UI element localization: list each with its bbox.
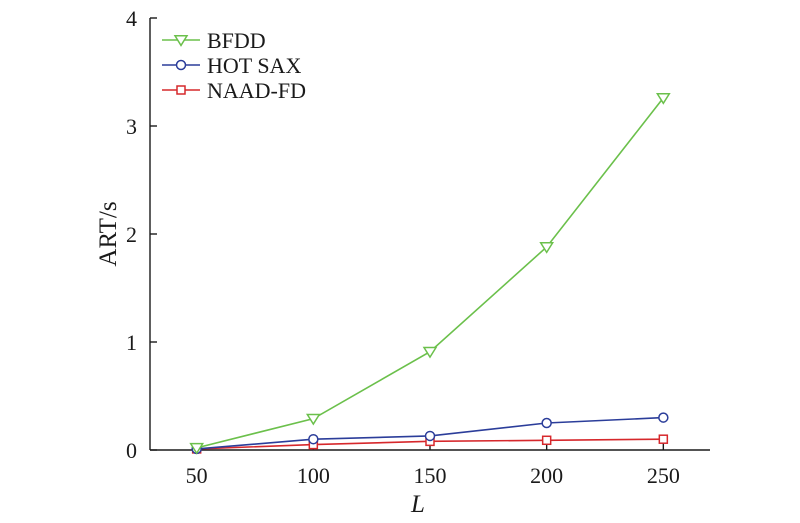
data-point: [541, 435, 552, 446]
legend-item: NAAD-FD: [162, 78, 306, 103]
legend-label: BFDD: [207, 28, 266, 53]
legend-marker: [173, 35, 189, 47]
data-point: [541, 417, 552, 429]
series-bfdd: [189, 92, 671, 455]
legend-item: HOT SAX: [162, 53, 301, 78]
x-tick-label: 250: [647, 463, 680, 488]
data-point: [658, 434, 669, 444]
series-layer: [189, 92, 671, 455]
data-point: [305, 413, 321, 426]
legend-label: NAAD-FD: [207, 78, 306, 103]
data-point: [189, 442, 205, 455]
x-tick-label: 50: [186, 463, 208, 488]
y-tick-label: 0: [126, 438, 137, 463]
legend-label: HOT SAX: [207, 53, 301, 78]
data-point: [539, 242, 555, 254]
data-point: [424, 430, 436, 442]
y-axis-label: ART/s: [95, 201, 122, 266]
series-line: [196, 97, 664, 449]
data-point: [422, 346, 438, 359]
legend-item: BFDD: [162, 28, 266, 53]
ticks: 50 100 150 200 250 0 1 2 3 4: [126, 6, 680, 488]
x-axis-label: L: [410, 491, 425, 518]
y-tick-label: 3: [126, 114, 137, 139]
data-point: [655, 92, 671, 105]
y-tick-label: 2: [126, 222, 137, 247]
data-point: [658, 412, 669, 423]
y-tick-label: 1: [126, 330, 137, 355]
x-tick-label: 150: [414, 463, 447, 488]
legend-marker: [175, 59, 187, 71]
legend-marker: [176, 85, 186, 95]
data-point: [308, 433, 319, 445]
y-tick-label: 4: [126, 6, 137, 31]
x-tick-label: 100: [297, 463, 330, 488]
x-tick-label: 200: [530, 463, 563, 488]
